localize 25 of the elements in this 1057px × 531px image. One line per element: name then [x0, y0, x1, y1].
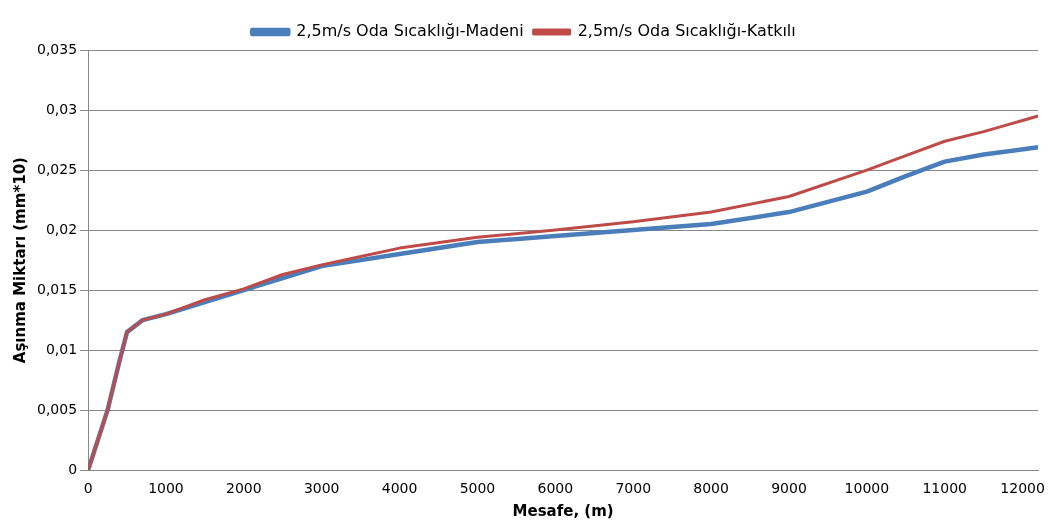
x-axis-title: Mesafe, (m): [512, 501, 614, 520]
x-tick-label: 7000: [615, 480, 652, 497]
legend-label: 2,5m/s Oda Sıcaklığı-Madeni: [296, 21, 524, 41]
y-tick-label: 0,015: [36, 280, 78, 297]
x-tick-label: 9000: [771, 480, 807, 497]
y-tick-label: 0,01: [45, 340, 78, 357]
x-tick-label: 11000: [922, 480, 967, 497]
x-tick-label: 6000: [537, 480, 574, 497]
x-tick-label: 1000: [148, 480, 184, 497]
y-tick-label: 0,025: [36, 160, 78, 177]
y-axis-title: Aşınma Miktarı (mm*10): [10, 157, 29, 364]
x-tick-label: 5000: [459, 480, 496, 497]
y-tick-label: 0: [68, 460, 78, 477]
x-tick-label: 3000: [303, 480, 340, 497]
x-tick-label: 2000: [226, 480, 262, 497]
x-tick-label: 10000: [844, 480, 890, 497]
x-tick-label: 12000: [1000, 480, 1045, 497]
y-tick-label: 0,005: [36, 400, 78, 417]
y-tick-label: 0,03: [45, 100, 78, 117]
x-tick-label: 0: [83, 480, 93, 497]
x-tick-label: 8000: [693, 480, 729, 497]
x-tick-label: 4000: [381, 480, 418, 497]
y-tick-label: 0,035: [36, 40, 78, 57]
y-tick-label: 0,02: [45, 220, 78, 237]
legend-label: 2,5m/s Oda Sıcaklığı-Katkılı: [577, 21, 796, 41]
